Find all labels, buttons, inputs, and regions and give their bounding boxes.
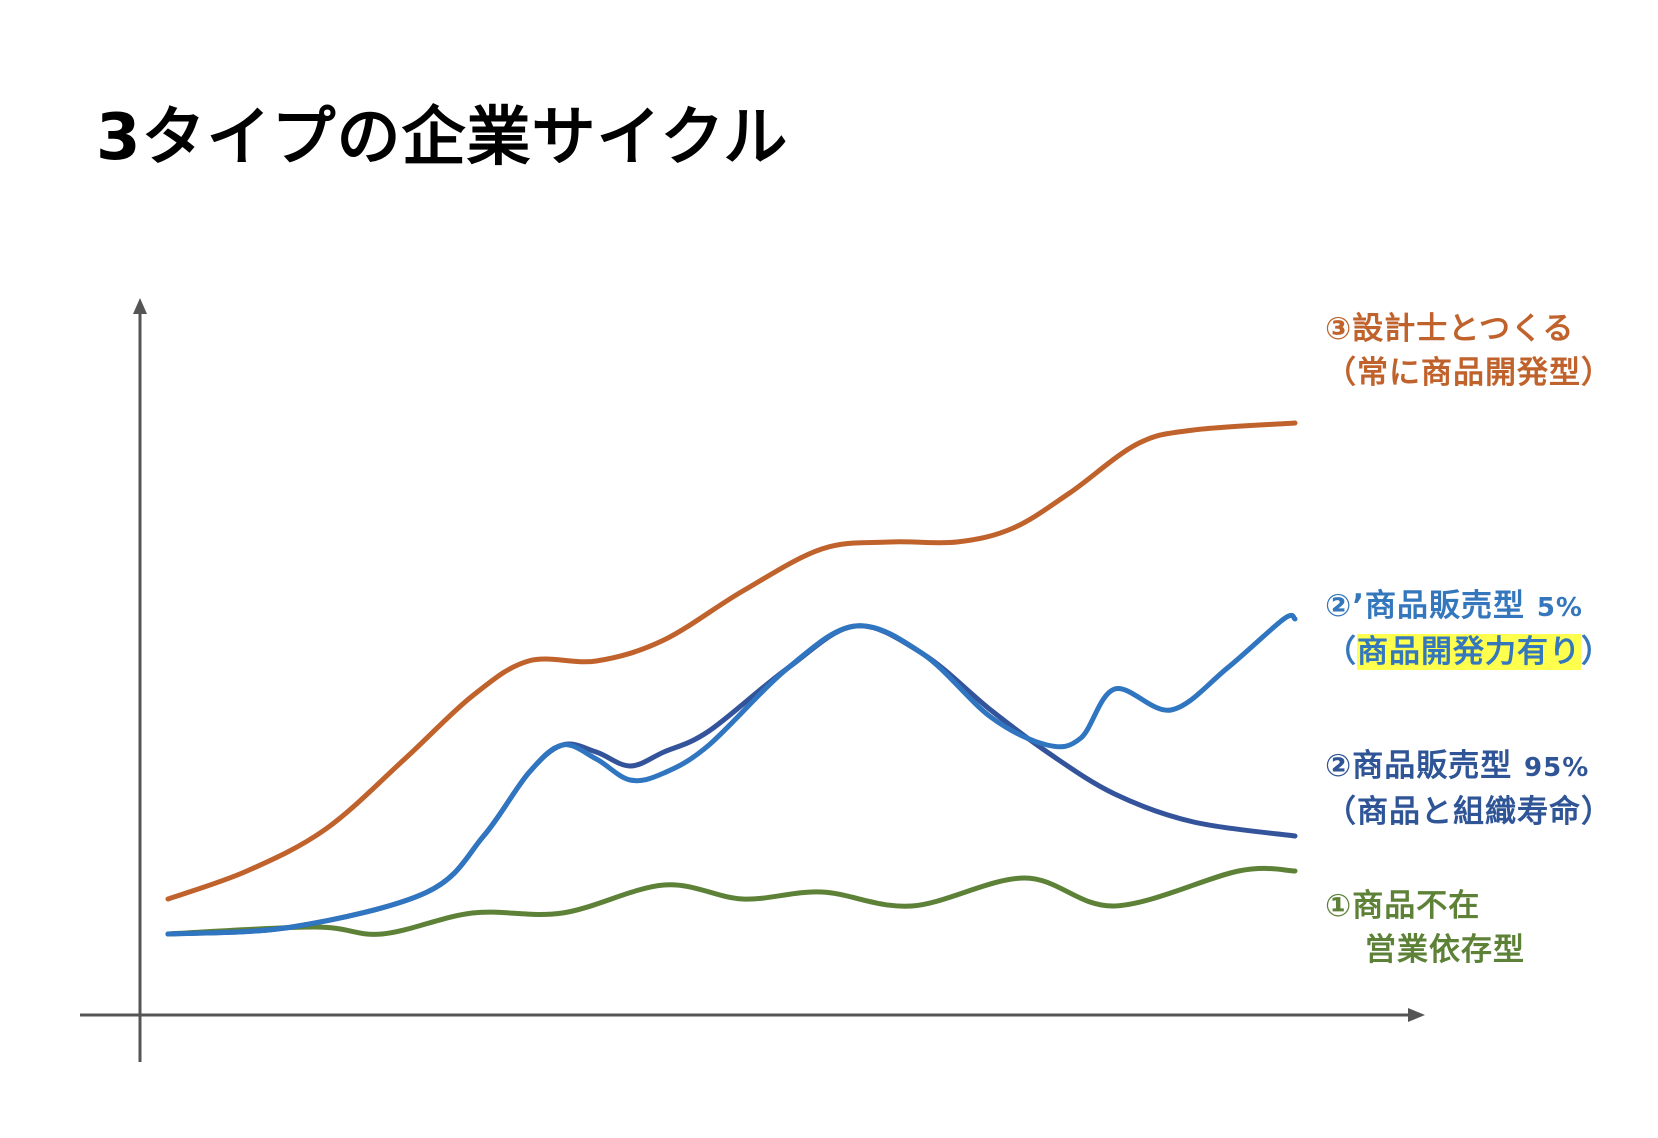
series-line-type1 [165,865,1298,937]
label-type1-line1: ①商品不在 [1325,888,1481,924]
label-type2-dash-highlight: 商品開発力有り [1357,634,1581,670]
series-line-type3 [165,420,1298,902]
label-type2-dash-close: ） [1581,634,1613,670]
label-type2: ②商品販売型 95% （商品と組織寿命） [1325,744,1613,834]
label-type2-dash-name: ②’商品販売型 [1325,588,1526,624]
x-axis-arrow-icon [1408,1008,1425,1022]
label-type2-dash-open: （ [1325,634,1357,670]
label-type3-line2: （常に商品開発型） [1325,355,1613,391]
label-type2-pct: 95% [1524,753,1590,783]
y-axis [133,298,147,1062]
label-type3-line1: ③設計士とつくる [1325,311,1575,347]
label-type1-line2: 営業依存型 [1365,932,1525,968]
label-type2-dash-pct: 5% [1536,593,1583,623]
label-type3: ③設計士とつくる （常に商品開発型） [1325,307,1613,395]
label-type2-dash-line2: （商品開発力有り） [1325,630,1613,674]
y-axis-arrow-icon [133,298,147,314]
label-type1: ①商品不在 営業依存型 [1325,884,1525,972]
series-line-type2 [165,623,1298,937]
x-axis [80,1008,1425,1022]
label-type2-line1: ②商品販売型 95% [1325,744,1613,790]
series-layer [165,420,1298,937]
label-type2-dash-line1: ②’商品販売型 5% [1325,584,1613,630]
chart-title: 3タイプの企業サイクル [96,101,789,175]
label-type2-name: ②商品販売型 [1325,748,1513,784]
label-type2-line2: （商品と組織寿命） [1325,794,1613,830]
series-line-type2-dash [165,612,1298,937]
label-type2-dash: ②’商品販売型 5% （商品開発力有り） [1325,584,1613,674]
